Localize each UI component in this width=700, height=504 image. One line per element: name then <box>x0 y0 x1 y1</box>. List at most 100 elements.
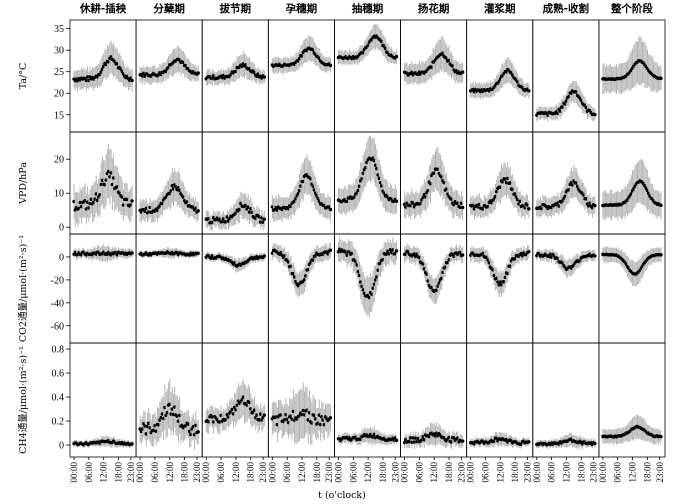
x-tick-label: 00:00 <box>400 462 410 483</box>
stage-label: 拔节期 <box>220 2 252 15</box>
data-point <box>196 251 200 256</box>
panel <box>69 342 137 458</box>
data-point <box>130 199 134 203</box>
x-tick-label: 06:00 <box>150 462 160 483</box>
stage-label: 休耕-插秧 <box>79 2 127 15</box>
data-point <box>460 253 465 257</box>
x-axis: 00:00 06:00 12:00 18:00 23:00 00:00 06:00 12:00… <box>69 457 665 483</box>
data-point <box>130 442 134 446</box>
x-tick-label: 23:00 <box>324 462 334 483</box>
panel-frame <box>201 233 269 344</box>
x-tick-label: 00:00 <box>267 462 277 483</box>
y-tick-label: -40 <box>51 298 64 309</box>
x-tick-label: 18:00 <box>642 462 652 483</box>
panel <box>532 19 600 133</box>
panel <box>267 19 335 133</box>
panel <box>135 233 203 344</box>
panel <box>69 131 137 235</box>
data-point <box>262 254 267 258</box>
panel <box>400 131 468 235</box>
panel <box>135 131 203 235</box>
data-point <box>593 441 597 446</box>
panel-grid <box>69 19 666 458</box>
x-tick-label: 23:00 <box>258 462 268 483</box>
data-point <box>527 440 531 444</box>
panel-frame <box>267 19 335 133</box>
x-tick-label: 23:00 <box>523 462 533 483</box>
data-point <box>460 70 465 74</box>
panel <box>201 342 269 458</box>
data-point <box>130 251 134 255</box>
x-tick-label: 06:00 <box>84 462 94 483</box>
data-point <box>659 435 663 439</box>
data-point <box>196 71 200 75</box>
data-point <box>328 63 333 68</box>
panel <box>532 233 600 344</box>
data-point <box>262 75 267 79</box>
panel <box>69 19 137 133</box>
panel <box>334 131 401 235</box>
x-tick-label: 23:00 <box>589 462 599 483</box>
panel <box>532 131 600 235</box>
stage-label: 整个阶段 <box>610 2 653 15</box>
x-tick-label: 06:00 <box>613 462 623 483</box>
y-tick-label: 10 <box>54 189 64 200</box>
x-tick-label: 00:00 <box>598 462 608 483</box>
data-point <box>593 254 597 258</box>
x-tick-label: 18:00 <box>312 462 322 483</box>
y-tick-label: -20 <box>51 275 64 286</box>
y-tick-label: 30 <box>54 46 64 57</box>
x-tick-label: 06:00 <box>348 462 358 483</box>
x-tick-label: 06:00 <box>282 462 292 483</box>
stage-label: 扬花期 <box>418 2 450 15</box>
panel <box>466 131 534 235</box>
data-point <box>460 439 465 443</box>
x-tick-label: 18:00 <box>180 462 190 483</box>
x-tick-label: 18:00 <box>246 462 256 483</box>
data-point <box>527 89 531 93</box>
y-tick-label: 0 <box>59 223 64 234</box>
panel <box>334 342 401 458</box>
panel <box>598 131 666 235</box>
x-tick-label: 12:00 <box>561 462 571 483</box>
y-tick-label: -60 <box>51 321 64 332</box>
data-point <box>659 203 663 207</box>
panel <box>267 131 335 235</box>
x-tick-label: 12:00 <box>363 462 373 483</box>
data-point <box>262 413 267 417</box>
data-point <box>130 78 134 83</box>
panel <box>135 19 203 133</box>
y-tick-label: 20 <box>54 89 64 100</box>
y-tick-label: 15 <box>54 110 64 121</box>
y-axes: Ta/°C VPD/hPa CO2通量/μmol·(m²·s)⁻¹ CH4通量/μmo… <box>18 24 70 454</box>
x-tick-label: 00:00 <box>532 462 542 483</box>
data-point <box>527 249 531 254</box>
x-tick-label: 06:00 <box>414 462 424 483</box>
x-tick-label: 12:00 <box>495 462 505 483</box>
x-tick-label: 00:00 <box>201 462 211 483</box>
x-tick-label: 12:00 <box>231 462 241 483</box>
y-tick-label: 0 <box>59 441 64 452</box>
y-tick-label: 20 <box>54 155 64 166</box>
x-tick-label: 18:00 <box>510 462 520 483</box>
data-point <box>394 199 399 203</box>
panel <box>334 233 401 344</box>
data-point <box>328 207 333 212</box>
x-tick-label: 18:00 <box>378 462 388 483</box>
y-tick-label: 25 <box>54 67 64 78</box>
x-tick-label: 23:00 <box>655 462 665 483</box>
x-tick-label: 23:00 <box>456 462 466 483</box>
y-tick-label: 0.8 <box>52 345 65 356</box>
panel <box>466 19 534 133</box>
panel <box>201 19 269 133</box>
panel <box>532 342 600 458</box>
x-tick-label: 23:00 <box>192 462 202 483</box>
x-tick-label: 00:00 <box>69 462 79 483</box>
panel <box>400 233 468 344</box>
y-axis-label: CO2通量/μmol·(m²·s)⁻¹ <box>18 235 29 342</box>
data-point <box>659 76 663 81</box>
data-point <box>527 207 531 211</box>
x-tick-label: 00:00 <box>466 462 476 483</box>
stage-labels: 休耕-插秧 分蘖期 拔节期 孕穗期 抽穗期 扬花期 灌浆期 成熟-收割 整个阶段 <box>79 2 654 15</box>
